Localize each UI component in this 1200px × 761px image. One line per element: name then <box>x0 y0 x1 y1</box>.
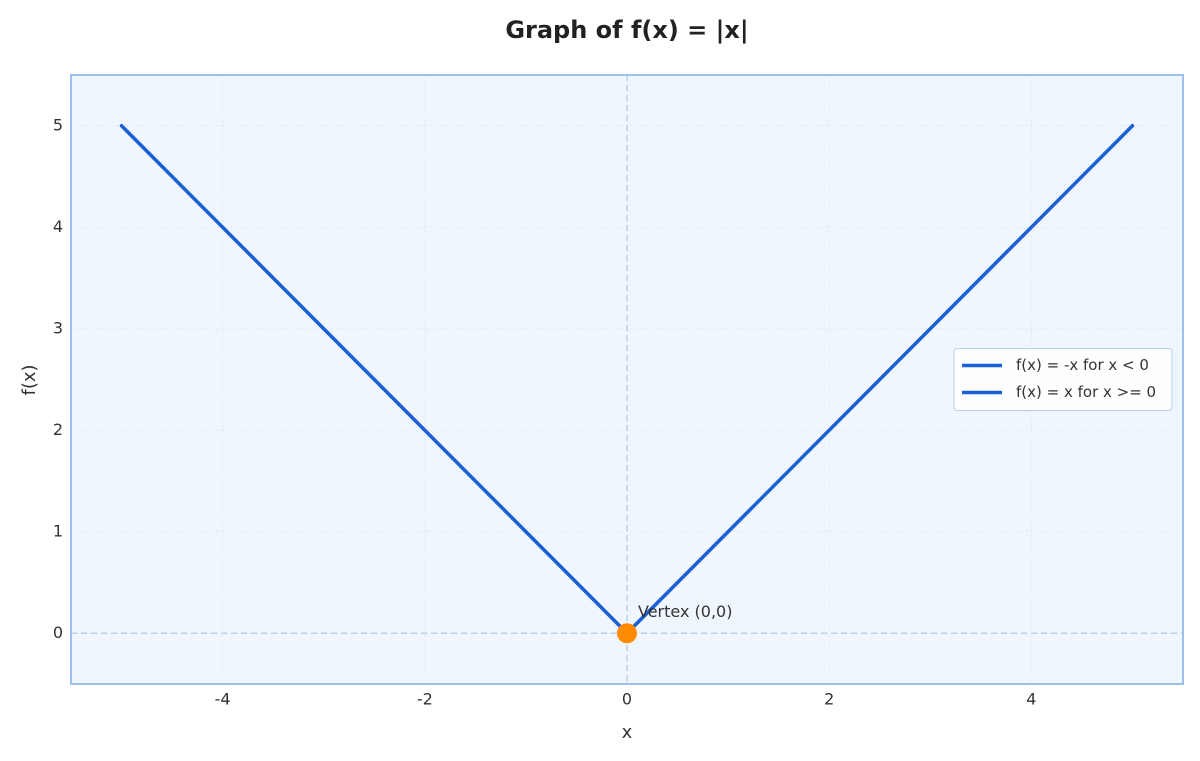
annotation: Vertex (0,0) <box>638 602 732 621</box>
legend-box <box>953 348 1173 411</box>
y-tick-label: 5 <box>53 115 63 134</box>
line <box>625 124 1135 635</box>
y-tick-label: 1 <box>53 521 63 540</box>
x-axis-label: x <box>622 722 633 743</box>
x-tick-label: 0 <box>622 690 632 709</box>
x-tick-label: 2 <box>824 690 834 709</box>
y-axis-label: f(x) <box>19 364 40 395</box>
plot-border <box>70 74 1184 685</box>
x-tick-label: -4 <box>215 690 231 709</box>
plot-layer <box>71 75 1183 684</box>
line <box>119 124 629 635</box>
chart-title: Graph of f(x) = |x| <box>505 16 748 44</box>
y-tick-label: 0 <box>53 623 63 642</box>
vertex-marker <box>617 623 637 644</box>
legend-label: f(x) = -x for x < 0 <box>1016 356 1149 374</box>
legend-label: f(x) = x for x >= 0 <box>1016 383 1156 401</box>
y-tick-label: 2 <box>53 420 63 439</box>
x-tick-label: 4 <box>1026 690 1036 709</box>
y-tick-label: 4 <box>53 217 63 236</box>
y-tick-label: 3 <box>53 318 63 337</box>
x-tick-label: -2 <box>417 690 433 709</box>
